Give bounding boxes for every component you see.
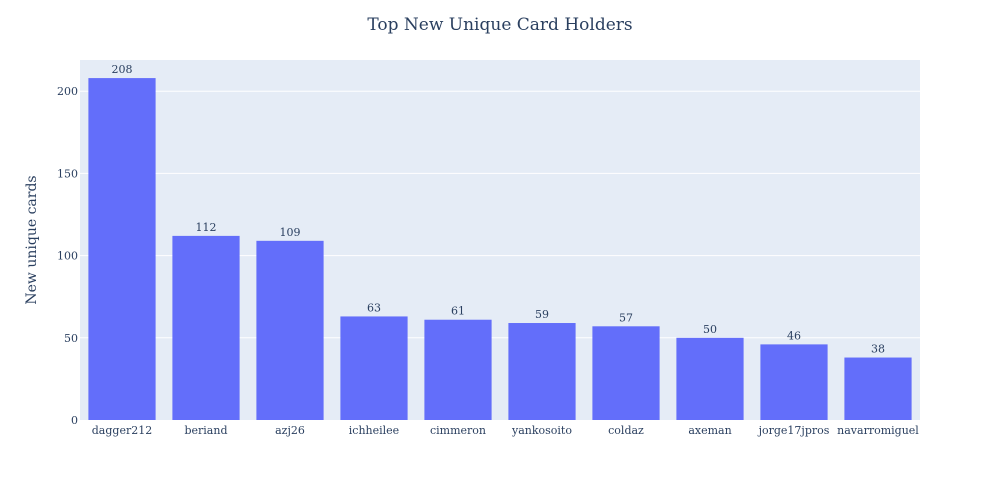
x-tick-label: dagger212 [92, 424, 152, 437]
y-axis-title: New unique cards [24, 175, 40, 304]
bar-value-label: 46 [787, 329, 801, 342]
bar-value-label: 112 [196, 221, 217, 234]
x-tick-label: ichheilee [349, 424, 399, 437]
x-tick-label: axeman [688, 424, 731, 437]
bar-value-label: 63 [367, 301, 381, 314]
x-tick-label: jorge17jpros [757, 424, 830, 437]
chart-title: Top New Unique Card Holders [367, 15, 632, 35]
bar-azj26[interactable] [256, 240, 324, 420]
bar-jorge17jpros[interactable] [760, 344, 828, 420]
y-tick-label: 100 [57, 250, 78, 263]
x-tick-label: beriand [184, 424, 227, 437]
bar-beriand[interactable] [172, 235, 240, 420]
bars [88, 78, 912, 421]
bar-coldaz[interactable] [592, 326, 660, 420]
bar-yankosoito[interactable] [508, 323, 576, 420]
x-axis-ticks: dagger212 beriand azj26 ichheilee cimmeron ya… [92, 424, 920, 437]
bar-value-label: 109 [280, 226, 301, 239]
bar-navarromiguel[interactable] [844, 357, 912, 420]
y-axis-ticks: 0 50 100 150 200 [57, 85, 78, 427]
bar-value-label: 59 [535, 308, 549, 321]
bar-ichheilee[interactable] [340, 316, 408, 420]
bar-axeman[interactable] [676, 337, 744, 420]
bar-value-label: 208 [112, 63, 133, 76]
x-tick-label: yankosoito [511, 424, 572, 437]
y-tick-label: 200 [57, 85, 78, 98]
bar-value-labels: 208 112 109 63 61 59 57 50 46 38 [112, 63, 886, 355]
y-tick-label: 50 [64, 332, 78, 345]
y-tick-label: 0 [71, 414, 78, 427]
bar-value-label: 50 [703, 323, 717, 336]
bar-value-label: 61 [451, 305, 465, 318]
bar-cimmeron[interactable] [424, 319, 492, 420]
bar-value-label: 57 [619, 311, 633, 324]
x-tick-label: cimmeron [430, 424, 486, 437]
x-tick-label: azj26 [275, 424, 305, 437]
y-tick-label: 150 [57, 167, 78, 180]
bar-dagger212[interactable] [88, 78, 156, 421]
x-tick-label: navarromiguel [837, 424, 919, 437]
x-tick-label: coldaz [608, 424, 644, 437]
bar-value-label: 38 [871, 343, 885, 356]
